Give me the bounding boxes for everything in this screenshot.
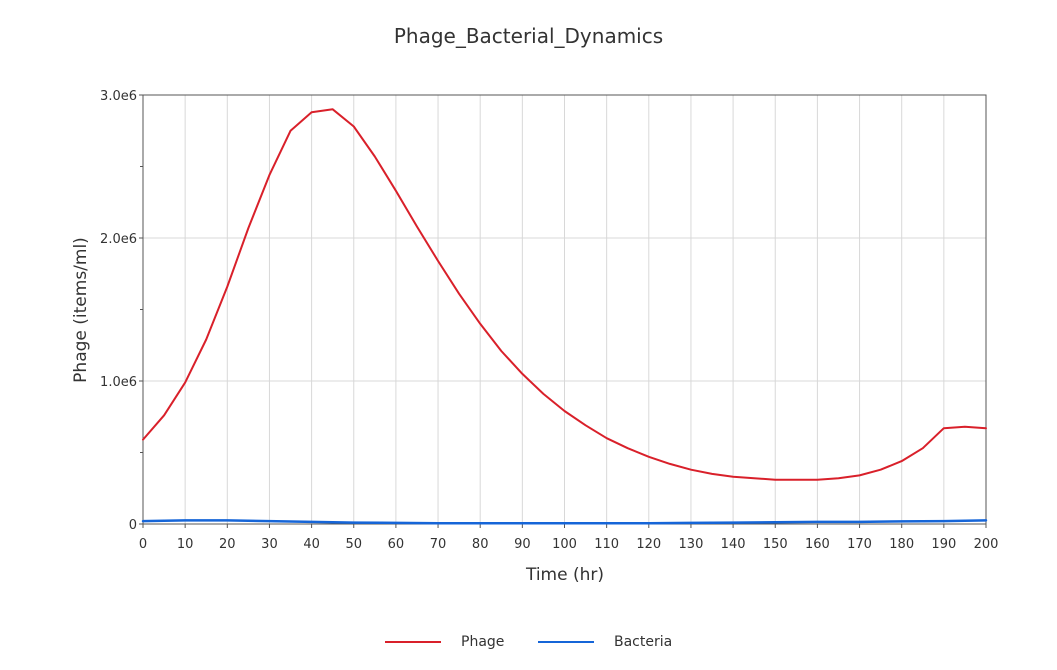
- legend-swatch-bacteria: [538, 641, 594, 643]
- x-tick-label: 180: [889, 537, 914, 552]
- x-tick-label: 90: [514, 537, 531, 552]
- series-line-phage: [142, 108, 987, 481]
- x-tick-label: 140: [721, 537, 746, 552]
- x-tick-label: 100: [552, 537, 577, 552]
- x-tick-label: 60: [388, 537, 405, 552]
- legend-item-bacteria: Bacteria: [538, 634, 672, 650]
- y-tick-label: 3.0e6: [100, 89, 137, 104]
- x-tick-label: 0: [139, 537, 147, 552]
- legend: Phage Bacteria: [0, 634, 1057, 658]
- x-tick-label: 110: [594, 537, 619, 552]
- x-axis-label: Time (hr): [525, 565, 605, 585]
- x-tick-label: 20: [219, 537, 236, 552]
- x-tick-label: 10: [177, 537, 194, 552]
- y-tick-label: 0: [129, 518, 137, 533]
- x-tick-label: 200: [974, 537, 999, 552]
- x-tick-label: 120: [636, 537, 661, 552]
- y-tick-label: 1.0e6: [100, 375, 137, 390]
- legend-swatch-phage: [385, 641, 441, 643]
- x-tick-label: 160: [805, 537, 830, 552]
- x-tick-label: 170: [847, 537, 872, 552]
- legend-label-bacteria: Bacteria: [614, 634, 673, 650]
- x-tick-label: 40: [303, 537, 320, 552]
- chart-title: Phage_Bacterial_Dynamics: [393, 24, 664, 48]
- x-tick-label: 190: [931, 537, 956, 552]
- series-line-bacteria: [141, 519, 988, 525]
- legend-item-phage: Phage: [385, 634, 504, 650]
- x-tick-label: 50: [345, 537, 362, 552]
- y-tick-label: 2.0e6: [100, 232, 137, 247]
- legend-label-phage: Phage: [461, 634, 505, 650]
- x-tick-label: 30: [261, 537, 278, 552]
- x-tick-label: 70: [430, 537, 447, 552]
- x-tick-label: 130: [679, 537, 704, 552]
- x-tick-label: 80: [472, 537, 489, 552]
- x-tick-label: 150: [763, 537, 788, 552]
